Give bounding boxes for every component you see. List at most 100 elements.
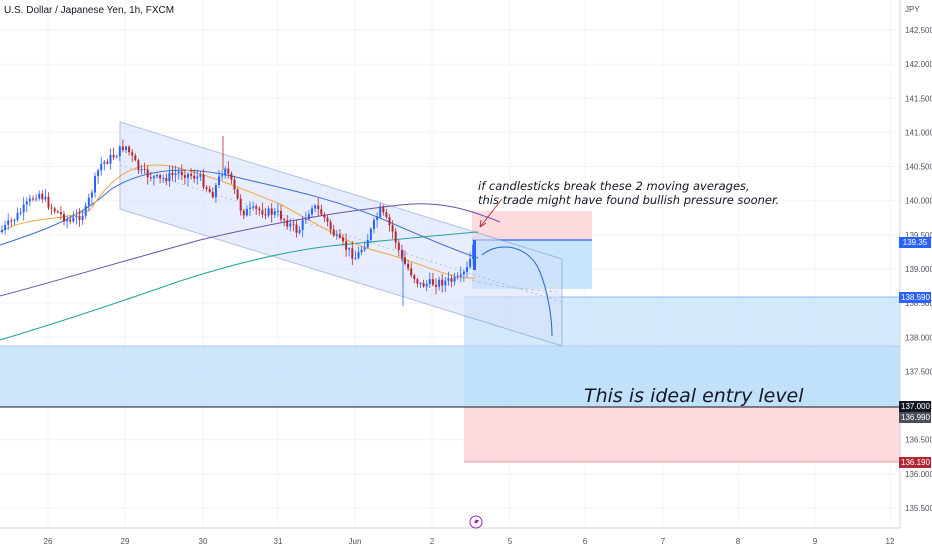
time-tick-label: 2 [430, 537, 435, 546]
candle-body [264, 214, 267, 216]
candles [1, 136, 476, 306]
candle-body [280, 210, 282, 220]
candle-body [292, 223, 295, 225]
annotation-line-1: if candlesticks break these 2 moving ave… [478, 179, 750, 193]
candle-body [47, 196, 50, 208]
candle-body [332, 229, 335, 236]
projections [471, 198, 557, 337]
channel-midline [119, 164, 563, 303]
candle-body [416, 279, 419, 284]
candle-body [360, 249, 363, 253]
annotation-arrowhead [479, 219, 487, 228]
candle-body [72, 217, 75, 222]
candle-body [301, 219, 304, 230]
candle-body [227, 168, 230, 174]
candle-body [447, 278, 450, 281]
candle-body [270, 208, 273, 215]
candle-body [283, 219, 286, 221]
candle-body [466, 267, 468, 272]
candle-body [78, 215, 81, 220]
candle-body [351, 248, 354, 259]
candle-body [276, 210, 279, 212]
candle-body [320, 209, 323, 215]
candle-body [410, 268, 413, 276]
candle-body [425, 283, 428, 287]
candle-body [394, 231, 397, 243]
candle-body [112, 154, 115, 158]
candle-body [171, 172, 174, 175]
candle-body [159, 175, 162, 179]
candle-body [149, 177, 152, 179]
candle-body [354, 258, 357, 260]
candle-body [134, 155, 137, 161]
time-tick-label: 7 [661, 537, 666, 546]
lightning-icon[interactable] [469, 515, 483, 529]
candle-body [462, 271, 465, 275]
candle-body [298, 229, 301, 233]
candle-body [379, 206, 382, 218]
ma-purple [0, 203, 501, 297]
time-tick-label: Jun [349, 537, 362, 546]
candle-body [152, 176, 155, 179]
annotation-line-2: this trade might have found bullish pres… [478, 193, 780, 207]
candle-body [69, 219, 72, 222]
candle-body [342, 237, 344, 242]
candle-body [180, 171, 183, 176]
candle-body [314, 205, 317, 209]
time-tick-label: 12 [886, 537, 895, 546]
ma-teal [0, 231, 479, 341]
candle-body [174, 173, 177, 175]
candle-body [273, 211, 276, 215]
time-axis: 26 29 30 31 Jun 2 5 6 7 8 9 12 [0, 527, 900, 550]
candle-body [258, 208, 261, 211]
candle-body [444, 280, 447, 286]
time-tick-label: 30 [199, 537, 208, 546]
candle-body [357, 252, 360, 259]
candle-body [125, 146, 127, 151]
candle-body [121, 146, 124, 151]
candle-body [103, 161, 106, 164]
candle-body [366, 239, 369, 248]
time-tick-label: 9 [813, 537, 818, 546]
candle-body [304, 219, 307, 221]
candle-body [338, 234, 341, 238]
candle-body [7, 220, 10, 225]
entry-stop-zone [464, 407, 900, 462]
candle-body [388, 217, 391, 226]
price-tick-label: 141.500 [905, 94, 932, 103]
price-tick-label: 136.000 [905, 470, 932, 479]
candle-body [28, 198, 31, 202]
moving-averages [0, 164, 501, 341]
price-tag-entry: 137.000 [899, 401, 931, 412]
candle-body [438, 279, 441, 287]
candle-body [187, 173, 189, 178]
time-tick-label: 31 [274, 537, 283, 546]
candle-body [242, 210, 245, 216]
candle-body [106, 161, 109, 164]
candle-body [13, 219, 16, 221]
candle-body [131, 152, 134, 156]
price-tick-label: 138.500 [905, 299, 932, 308]
candle-body [239, 198, 242, 211]
candle-body [75, 215, 78, 218]
candle-body [236, 189, 239, 199]
candle-body [428, 279, 431, 284]
candle-body [400, 250, 403, 258]
candle-body [317, 205, 320, 210]
candle-body [295, 224, 298, 233]
candle-body [413, 275, 416, 280]
price-tick-label: 142.000 [905, 60, 932, 69]
price-tick-label: 138.000 [905, 333, 932, 342]
candle-body [202, 174, 205, 188]
candle-body [97, 170, 100, 177]
candle-body [205, 187, 208, 189]
time-tick-label: 5 [508, 537, 513, 546]
price-tick-label: 139.500 [905, 231, 932, 240]
candle-body [441, 279, 444, 286]
symbol-title[interactable]: U.S. Dollar / Japanese Yen, 1h, FXCM [4, 5, 175, 16]
small-stop-zone [472, 211, 592, 240]
candle-body [128, 146, 131, 153]
candle-body [4, 224, 7, 231]
candle-body [348, 248, 351, 250]
